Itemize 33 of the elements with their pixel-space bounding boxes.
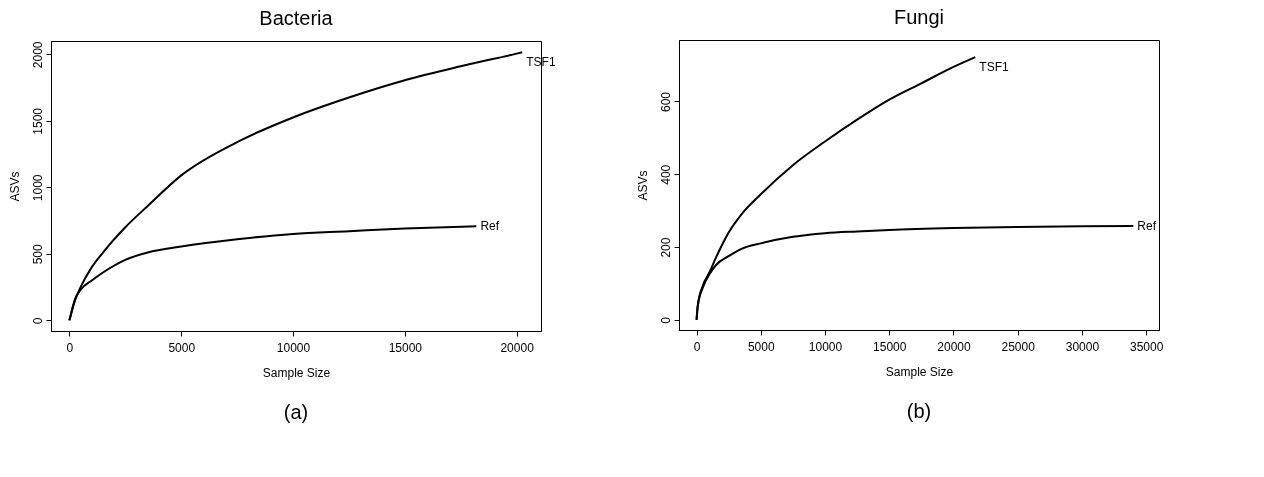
y-tick-label: 1000 xyxy=(30,174,45,202)
chart-title: Bacteria xyxy=(259,6,334,29)
x-tick-label: 0 xyxy=(66,340,74,355)
x-tick-label: 5000 xyxy=(747,339,775,354)
y-tick-label: 0 xyxy=(658,316,673,324)
series-label: Ref xyxy=(480,219,500,234)
x-tick-label: 10000 xyxy=(808,339,843,354)
x-tick-label: 30000 xyxy=(1065,339,1100,354)
y-tick-label: 2000 xyxy=(30,41,45,69)
x-tick-label: 15000 xyxy=(388,340,423,355)
x-tick-label: 5000 xyxy=(168,340,196,355)
y-tick-label: 400 xyxy=(658,164,673,185)
y-tick-label: 0 xyxy=(30,317,45,325)
text: (a) xyxy=(283,401,309,423)
x-tick-label: 0 xyxy=(693,339,701,354)
y-tick-label: 600 xyxy=(658,91,673,113)
x-axis-title: Sample Size xyxy=(262,365,331,380)
y-tick-label: 500 xyxy=(30,244,45,265)
y-tick-label: 200 xyxy=(658,237,673,258)
x-tick-label: 10000 xyxy=(276,340,311,355)
x-axis-title: Sample Size xyxy=(885,364,954,379)
x-tick-label: 20000 xyxy=(500,340,535,355)
x-tick-label: 35000 xyxy=(1129,339,1164,354)
series-label: TSF1 xyxy=(979,60,1009,75)
y-tick-label: 1500 xyxy=(30,107,45,135)
series-label: Ref xyxy=(1137,218,1157,233)
x-tick-label: 20000 xyxy=(937,339,971,354)
text: (b) xyxy=(906,400,932,422)
y-axis-title: ASVs xyxy=(7,171,22,202)
y-axis-title: ASVs xyxy=(635,170,650,201)
chart-title: Fungi xyxy=(893,6,945,28)
x-tick-label: 25000 xyxy=(1001,339,1036,354)
x-tick-label: 15000 xyxy=(873,339,907,354)
